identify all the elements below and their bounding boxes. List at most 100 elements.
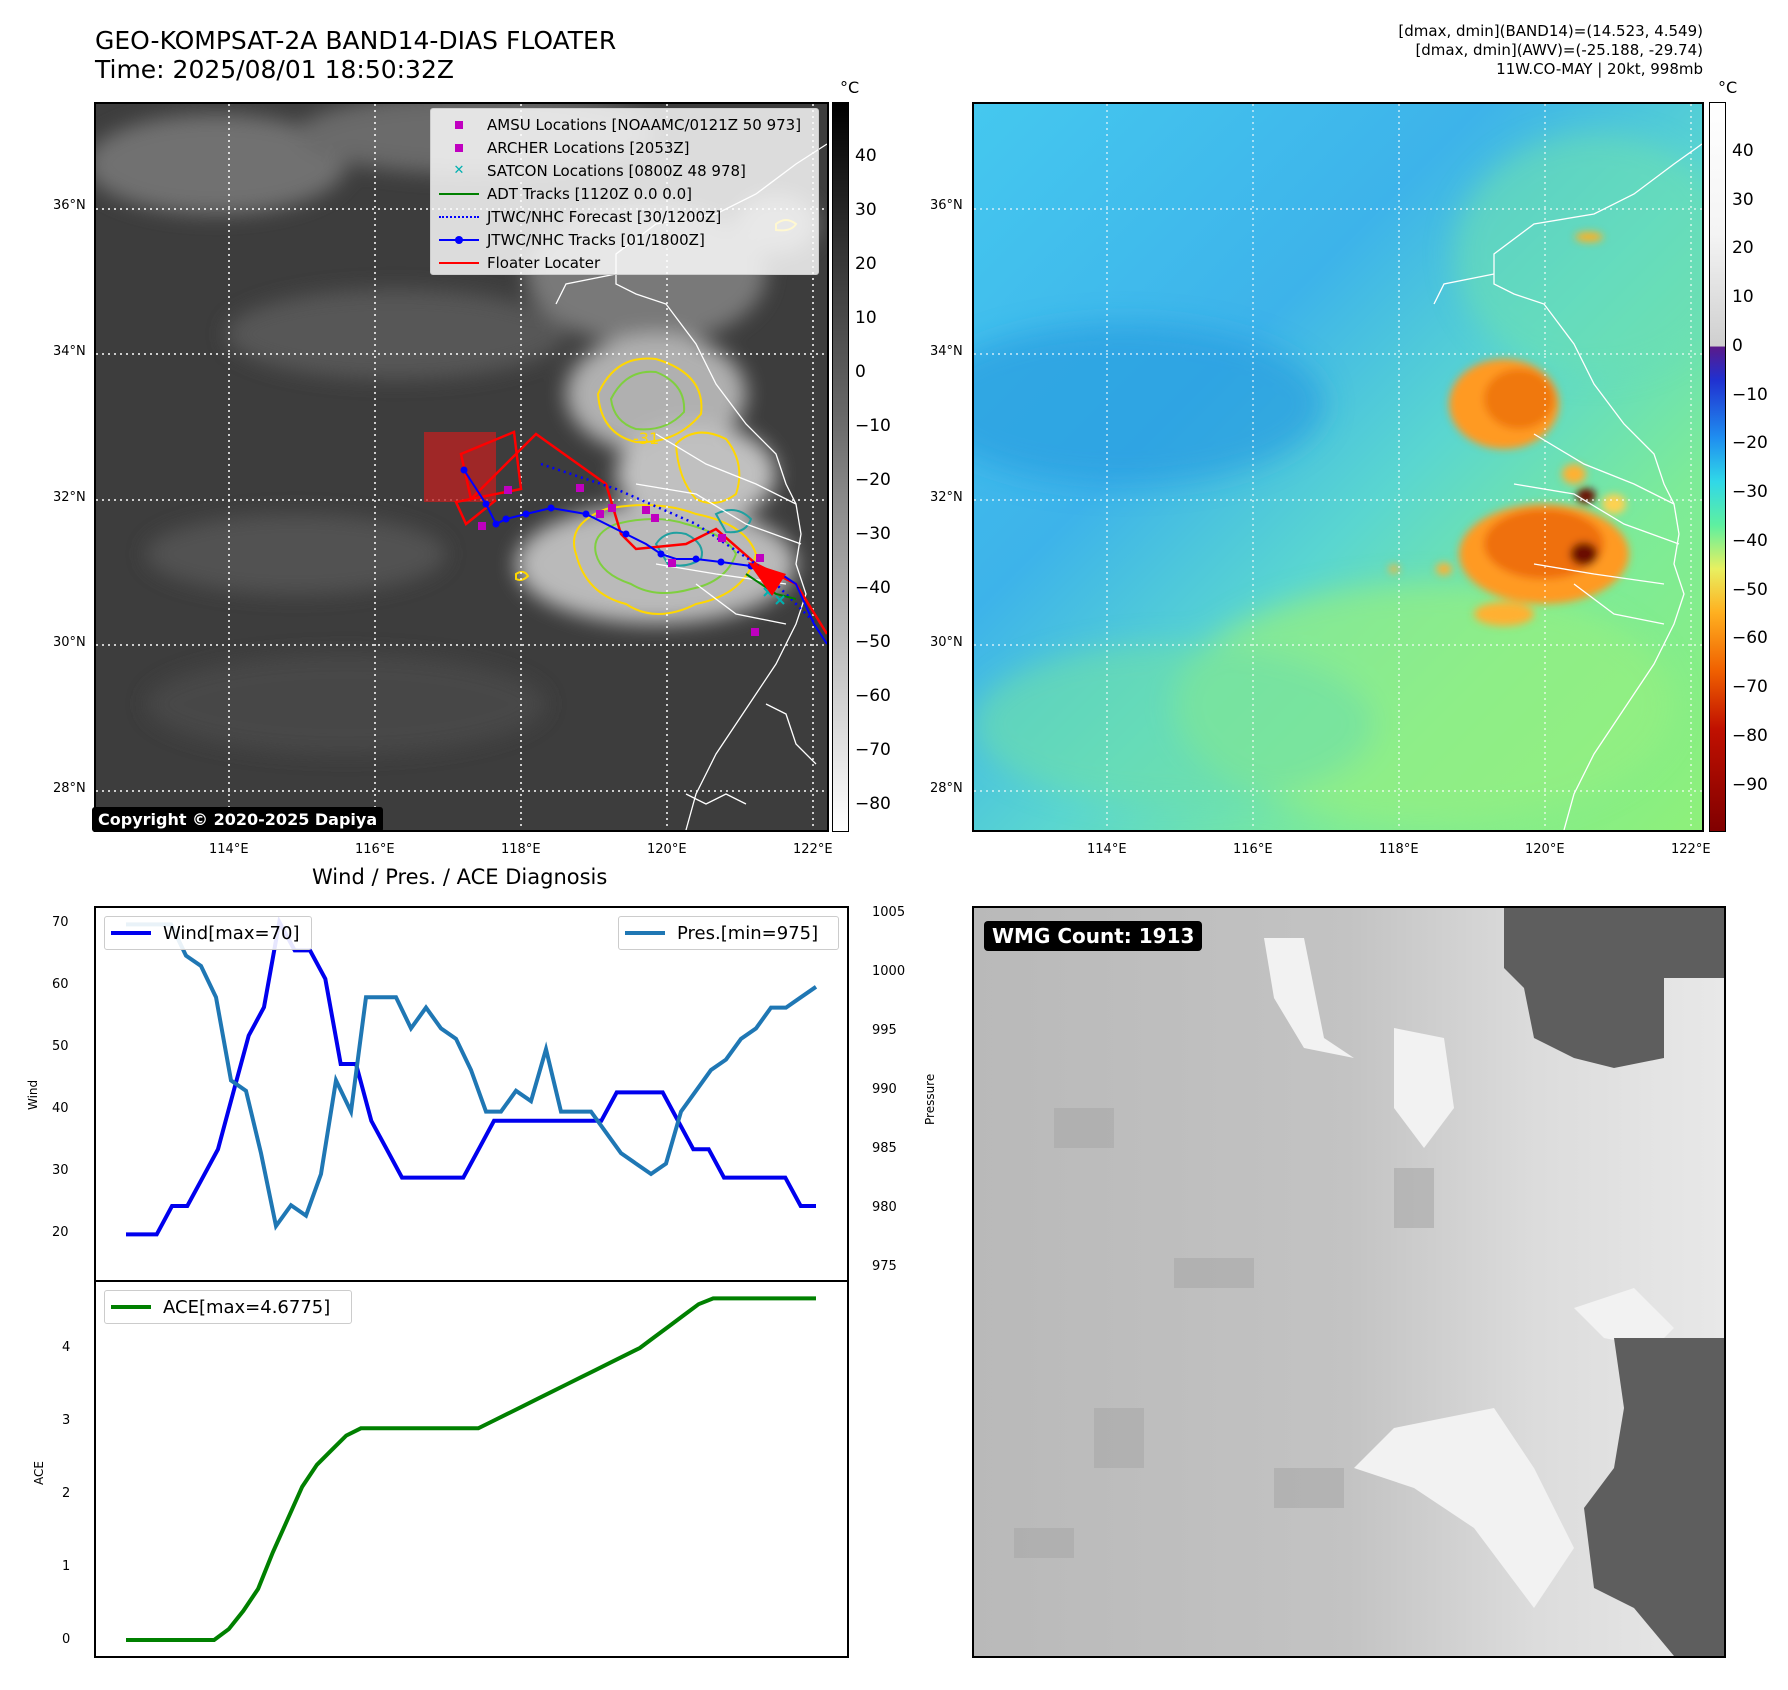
line-dot-icon <box>439 233 479 247</box>
ace-legend: ACE[max=4.6775] <box>104 1290 352 1324</box>
map-legend: AMSU Locations [NOAAMC/0121Z 50 973] ARC… <box>430 108 819 275</box>
lat-tick: 28°N <box>53 781 86 796</box>
lon-tick: 122°E <box>1671 842 1711 857</box>
adt-track <box>745 573 797 600</box>
colorbar-tick: −80 <box>1732 726 1768 746</box>
ace-tick: 3 <box>62 1413 71 1428</box>
lat-tick: 36°N <box>53 198 86 213</box>
pressure-tick: 1000 <box>872 964 906 979</box>
line-swatch-icon <box>111 1305 151 1309</box>
colorbar-tick: −70 <box>1732 677 1768 697</box>
ace-panel <box>94 1280 849 1658</box>
lon-tick: 120°E <box>1525 842 1565 857</box>
wind-tick: 70 <box>52 915 69 930</box>
colorbar-tick: 40 <box>855 146 877 166</box>
colorbar-tick: −50 <box>855 632 891 652</box>
legend-item-jtwc-tracks: JTWC/NHC Tracks [01/1800Z] <box>439 228 810 251</box>
colorbar-tick: −10 <box>1732 385 1768 405</box>
colorbar-tick: −20 <box>855 470 891 490</box>
header-info-line-1: [dmax, dmin](BAND14)=(14.523, 4.549) <box>1398 22 1703 40</box>
dotted-line-icon <box>439 210 479 224</box>
pressure-tick: 1005 <box>872 905 906 920</box>
colorbar-tick: −40 <box>855 578 891 598</box>
colorbar-tick: 30 <box>1732 190 1754 210</box>
lat-tick: 36°N <box>930 198 963 213</box>
colorbar-tick: −80 <box>855 794 891 814</box>
legend-label: JTWC/NHC Tracks [01/1800Z] <box>487 230 705 249</box>
wind-tick: 30 <box>52 1163 69 1178</box>
header-info: [dmax, dmin](BAND14)=(14.523, 4.549) [dm… <box>1398 22 1703 79</box>
lat-tick: 30°N <box>930 635 963 650</box>
line-swatch-icon <box>111 931 151 935</box>
line-swatch-icon <box>625 931 665 935</box>
colorbar-right <box>1709 102 1726 832</box>
floater-locater-track <box>454 430 827 635</box>
wind-tick: 40 <box>52 1101 69 1116</box>
wv-gridlines <box>974 104 1702 830</box>
pressure-ylabel: Pressure <box>923 1073 937 1125</box>
square-marker-icon <box>439 118 479 132</box>
colorbar-tick: −90 <box>1732 775 1768 795</box>
ace-tick: 2 <box>62 1486 71 1501</box>
legend-label: SATCON Locations [0800Z 48 978] <box>487 161 746 180</box>
colorbar-tick: −60 <box>855 686 891 706</box>
wind-ylabel: Wind <box>26 1079 40 1110</box>
colorbar-tick: 0 <box>855 362 866 382</box>
contour-label: -31 <box>633 429 659 448</box>
legend-item-archer: ARCHER Locations [2053Z] <box>439 136 810 159</box>
lon-tick: 116°E <box>1233 842 1273 857</box>
square-marker-icon <box>439 141 479 155</box>
ace-ylabel: ACE <box>32 1461 46 1485</box>
pressure-legend-label: Pres.[min=975] <box>677 922 819 944</box>
colorbar-tick: 0 <box>1732 336 1743 356</box>
ace-tick: 4 <box>62 1340 71 1355</box>
colorbar-tick: −50 <box>1732 580 1768 600</box>
wind-legend-label: Wind[max=70] <box>163 922 300 944</box>
pressure-tick: 980 <box>872 1200 897 1215</box>
lat-tick: 34°N <box>930 344 963 359</box>
lon-tick: 120°E <box>647 842 687 857</box>
pressure-tick: 975 <box>872 1259 897 1274</box>
colorbar-tick: 20 <box>1732 238 1754 258</box>
wind-tick: 60 <box>52 977 69 992</box>
wmg-svg <box>974 908 1724 1656</box>
colorbar-tick: 10 <box>855 308 877 328</box>
legend-label: Floater Locater <box>487 253 601 272</box>
wind-legend: Wind[max=70] <box>104 916 312 950</box>
pressure-tick: 985 <box>872 1141 897 1156</box>
colorbar-tick: −10 <box>855 416 891 436</box>
wind-series-line <box>126 916 816 1237</box>
colorbar-tick: 40 <box>1732 141 1754 161</box>
ace-series-line <box>126 1296 816 1642</box>
lat-tick: 32°N <box>930 490 963 505</box>
ace-tick: 0 <box>62 1632 71 1647</box>
lon-tick: 114°E <box>1087 842 1127 857</box>
wmg-count-badge: WMG Count: 1913 <box>984 921 1203 951</box>
legend-item-satcon: ✕ SATCON Locations [0800Z 48 978] <box>439 159 810 182</box>
legend-label: ARCHER Locations [2053Z] <box>487 138 690 157</box>
wind-tick: 50 <box>52 1039 69 1054</box>
legend-item-adt: ADT Tracks [1120Z 0.0 0.0] <box>439 182 810 205</box>
legend-item-floater: Floater Locater <box>439 251 810 274</box>
pressure-tick: 990 <box>872 1082 897 1097</box>
amsu-archer-markers <box>478 484 764 636</box>
pressure-legend: Pres.[min=975] <box>618 916 839 950</box>
wv-map-svg <box>974 104 1702 830</box>
ace-tick: 1 <box>62 1559 71 1574</box>
lon-tick: 114°E <box>209 842 249 857</box>
lat-tick: 28°N <box>930 781 963 796</box>
lat-tick: 32°N <box>53 490 86 505</box>
colorbar-tick: 10 <box>1732 287 1754 307</box>
wind-pressure-svg <box>126 916 818 1237</box>
colorbar-tick: −60 <box>1732 628 1768 648</box>
x-marker-icon: ✕ <box>453 162 465 178</box>
wind-tick: 20 <box>52 1225 69 1240</box>
line-marker-icon <box>439 187 479 201</box>
lon-tick: 118°E <box>1379 842 1419 857</box>
wind-pressure-panel <box>94 906 849 1282</box>
pressure-tick: 995 <box>872 1023 897 1038</box>
lat-tick: 30°N <box>53 635 86 650</box>
lon-tick: 116°E <box>355 842 395 857</box>
colorbar-right-unit: °C <box>1718 78 1738 97</box>
chart-title: GEO-KOMPSAT-2A BAND14-DIAS FLOATER Time:… <box>95 26 616 84</box>
